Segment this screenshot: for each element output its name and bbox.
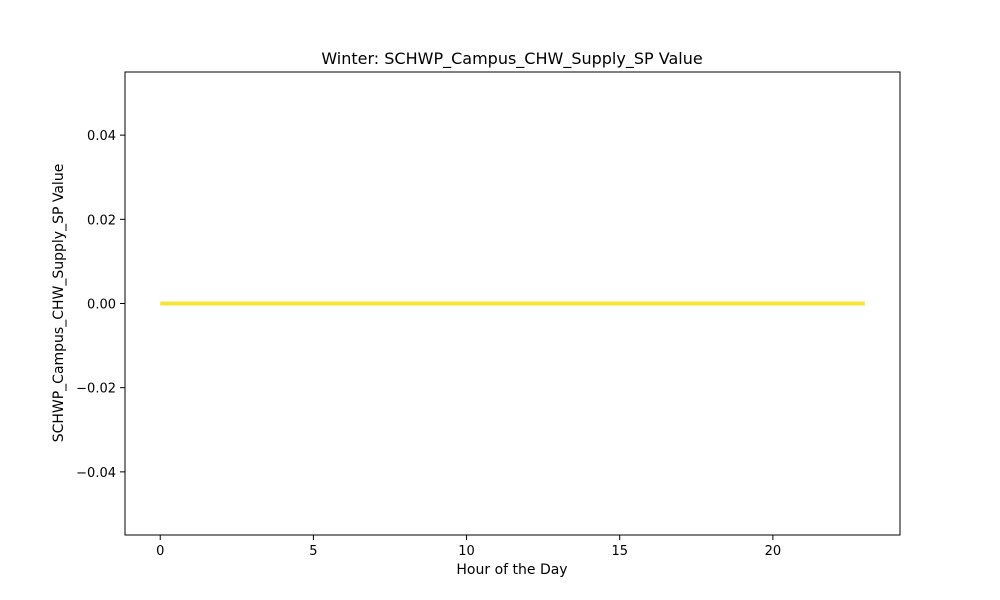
x-axis: 0 5 10 15 20 — [156, 535, 781, 559]
x-tick-label: 10 — [458, 544, 475, 559]
y-tick-label: −0.02 — [76, 382, 116, 397]
chart-title: Winter: SCHWP_Campus_CHW_Supply_SP Value — [321, 49, 702, 69]
x-tick-label: 15 — [611, 544, 628, 559]
x-tick-label: 0 — [156, 544, 164, 559]
y-axis: −0.04 −0.02 0.00 0.02 0.04 — [76, 129, 125, 481]
y-tick-label: 0.02 — [87, 213, 116, 228]
y-tick-label: 0.00 — [87, 298, 116, 313]
y-tick-label: 0.04 — [87, 129, 116, 144]
x-tick-label: 5 — [309, 544, 317, 559]
x-axis-label: Hour of the Day — [456, 562, 567, 578]
y-axis-label: SCHWP_Campus_CHW_Supply_SP Value — [51, 164, 67, 443]
x-tick-label: 20 — [765, 544, 782, 559]
y-tick-label: −0.04 — [76, 466, 116, 481]
